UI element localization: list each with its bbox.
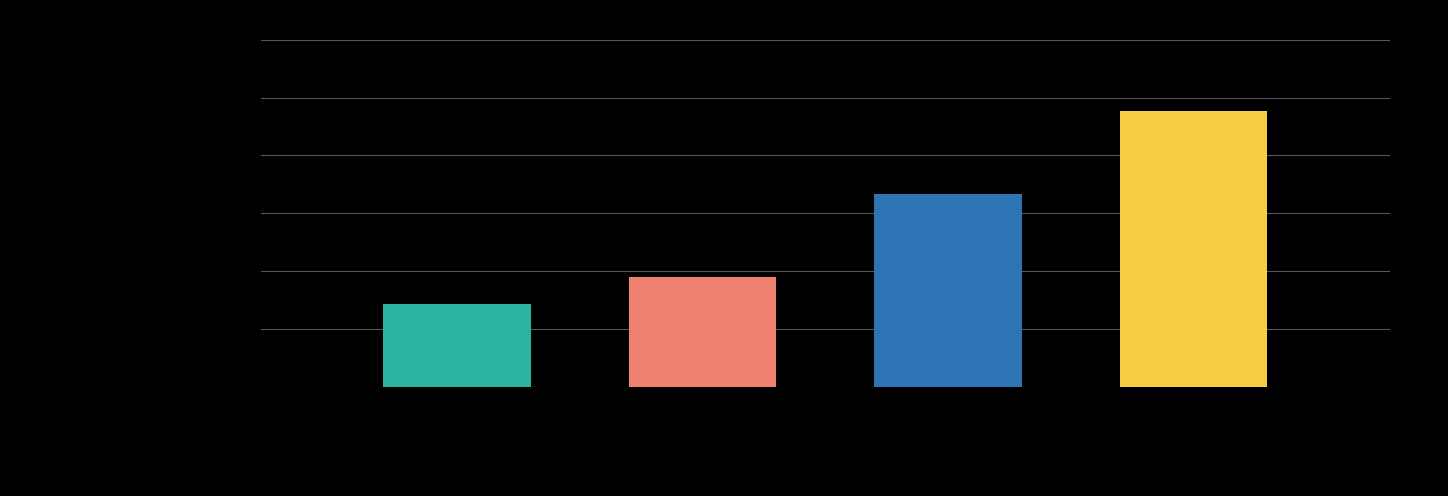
Bar — [875, 194, 1022, 387]
Bar — [628, 277, 776, 387]
Bar — [1119, 111, 1267, 387]
Bar — [384, 304, 531, 387]
